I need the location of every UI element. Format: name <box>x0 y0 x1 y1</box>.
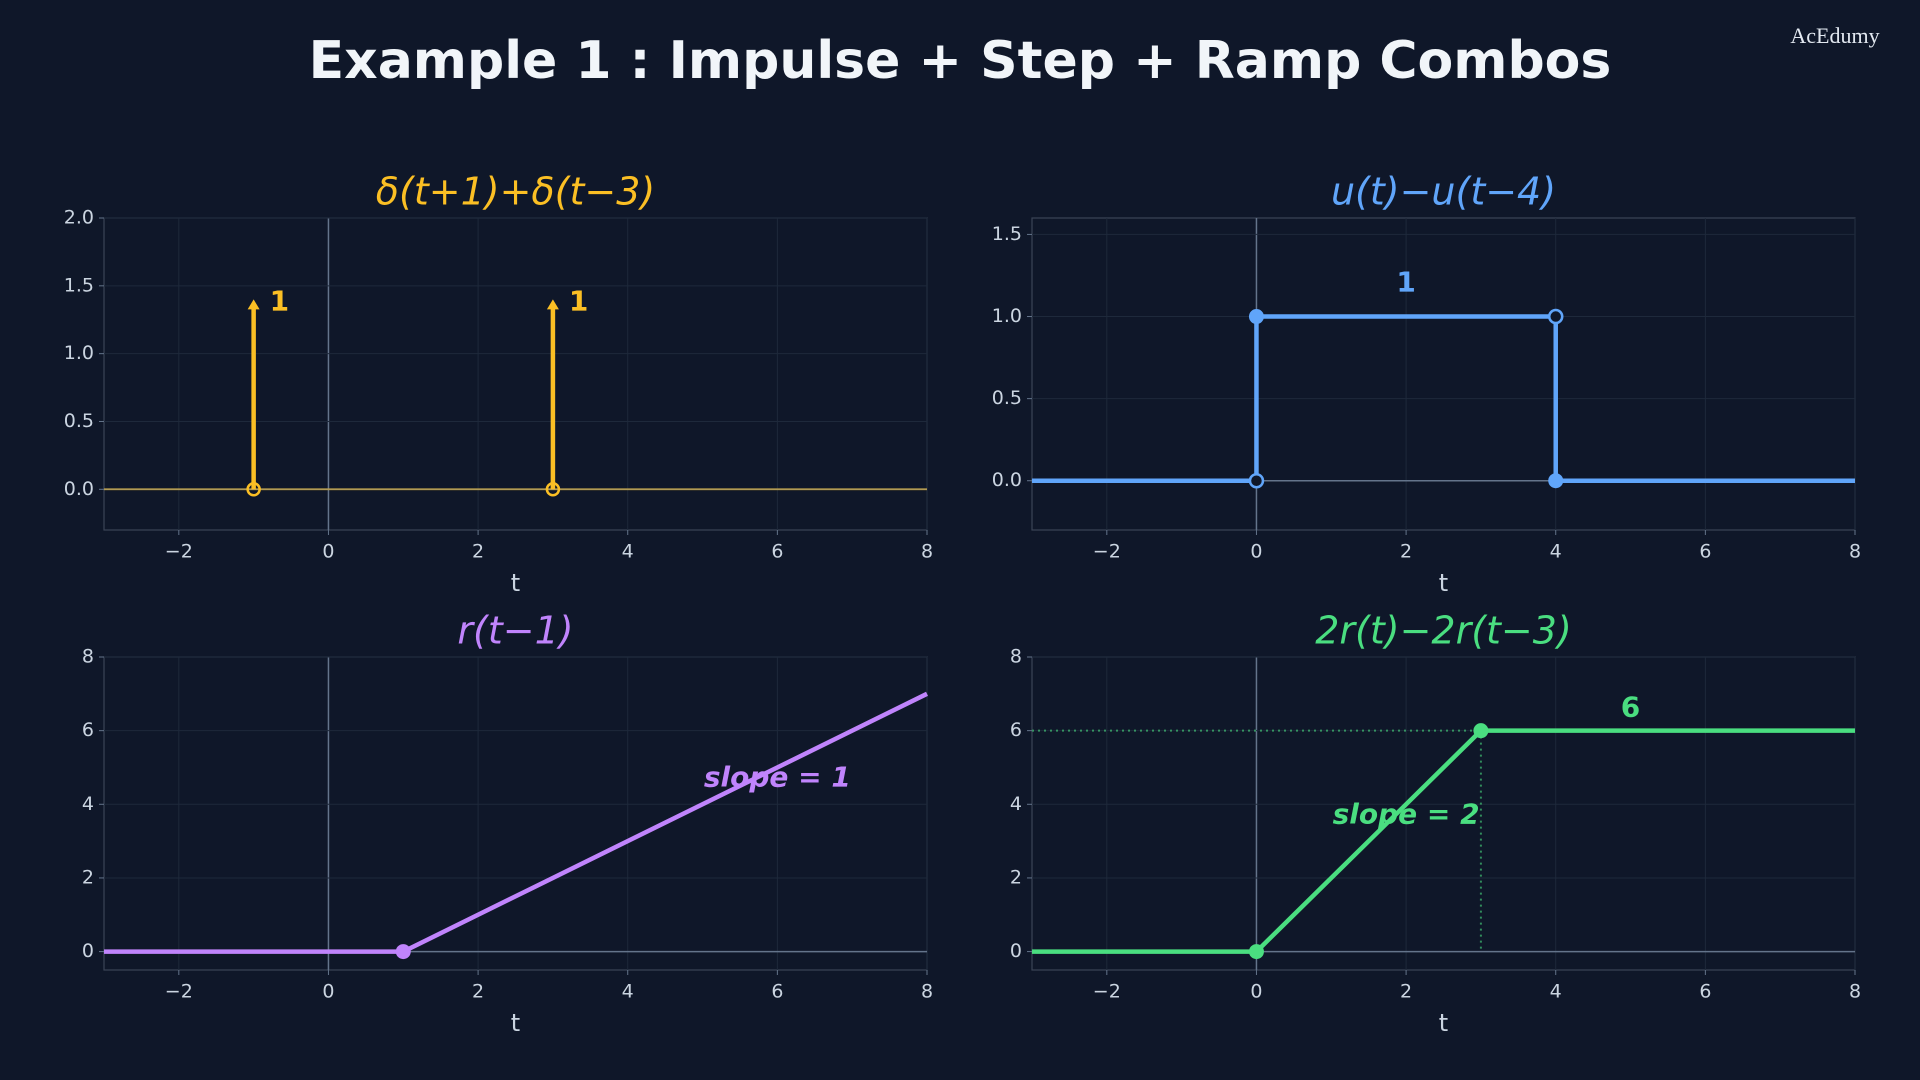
page-title: Example 1 : Impulse + Step + Ramp Combos <box>309 31 1612 91</box>
y-tick-label: 2 <box>1010 866 1022 888</box>
x-axis-label: t <box>1439 569 1448 597</box>
chart-title: u(t)−u(t−4) <box>1331 170 1556 214</box>
x-tick-label: 0 <box>322 981 334 1003</box>
x-tick-label: 6 <box>1699 981 1711 1003</box>
impulse-label: 1 <box>569 284 588 317</box>
signal-line <box>1032 728 1855 954</box>
annotation: slope = 1 <box>704 761 851 794</box>
plot-area <box>103 656 928 971</box>
x-axis-label: t <box>511 569 520 597</box>
x-tick-label: −2 <box>165 981 193 1003</box>
y-tick-label: 0.0 <box>64 478 94 500</box>
x-tick-label: 2 <box>1400 981 1412 1003</box>
x-tick-label: 8 <box>1849 981 1861 1003</box>
x-tick-label: 0 <box>1250 541 1262 563</box>
y-tick-label: 0.0 <box>992 469 1022 491</box>
y-tick-label: 0.5 <box>64 410 94 432</box>
watermark: AcEdumy <box>1790 23 1879 48</box>
arrow-head <box>546 299 559 310</box>
plot-area <box>1031 217 1856 531</box>
x-tick-label: −2 <box>1093 981 1121 1003</box>
y-tick-label: 1.5 <box>992 223 1022 245</box>
x-tick-label: 6 <box>771 981 783 1003</box>
impulse-base <box>246 482 261 497</box>
dot <box>395 944 411 960</box>
y-tick-label: 6 <box>82 719 94 741</box>
plot-area <box>103 217 928 531</box>
chart-title: r(t−1) <box>457 609 573 653</box>
chart-title: δ(t+1)+δ(t−3) <box>376 170 655 214</box>
annotation: slope = 2 <box>1333 797 1480 830</box>
x-tick-label: 8 <box>921 981 933 1003</box>
annotation: 6 <box>1621 691 1640 724</box>
y-tick-label: 1.5 <box>64 274 94 296</box>
x-tick-label: 8 <box>1849 541 1861 563</box>
chart-title: 2r(t)−2r(t−3) <box>1315 609 1572 653</box>
y-tick-label: 1.0 <box>64 342 94 364</box>
x-tick-label: 4 <box>1550 981 1562 1003</box>
dot <box>1548 473 1564 489</box>
x-tick-label: 6 <box>1699 541 1711 563</box>
y-tick-label: 2 <box>82 866 94 888</box>
x-tick-label: 2 <box>472 981 484 1003</box>
y-tick-label: 8 <box>82 646 94 668</box>
y-tick-label: 0 <box>1010 940 1022 962</box>
impulse-label: 1 <box>270 284 289 317</box>
y-tick-label: 2.0 <box>64 207 94 229</box>
open-dot <box>1547 308 1564 325</box>
x-tick-label: −2 <box>165 541 193 563</box>
x-axis-label: t <box>511 1009 520 1037</box>
annotation: 1 <box>1396 266 1415 299</box>
y-tick-label: 1.0 <box>992 305 1022 327</box>
x-tick-label: 8 <box>921 541 933 563</box>
y-tick-label: 6 <box>1010 719 1022 741</box>
dot <box>1248 309 1264 325</box>
plot-area <box>1031 656 1856 971</box>
y-tick-label: 8 <box>1010 646 1022 668</box>
x-tick-label: 4 <box>622 981 634 1003</box>
x-tick-label: 6 <box>771 541 783 563</box>
impulse-base <box>545 482 561 497</box>
y-tick-label: 4 <box>82 793 94 815</box>
x-tick-label: 0 <box>322 541 334 563</box>
open-dot <box>1248 472 1265 489</box>
dot <box>1248 944 1264 960</box>
x-tick-label: 0 <box>1250 981 1262 1003</box>
signal-line <box>1032 314 1855 483</box>
y-tick-label: 0.5 <box>992 387 1022 409</box>
y-tick-label: 0 <box>82 940 94 962</box>
arrow-head <box>247 299 260 310</box>
x-tick-label: 2 <box>1400 541 1412 563</box>
y-tick-label: 4 <box>1010 793 1022 815</box>
dot <box>1473 723 1489 739</box>
x-axis-label: t <box>1439 1009 1448 1037</box>
x-tick-label: 2 <box>472 541 484 563</box>
x-tick-label: −2 <box>1093 541 1121 563</box>
x-tick-label: 4 <box>1550 541 1562 563</box>
x-tick-label: 4 <box>622 541 634 563</box>
